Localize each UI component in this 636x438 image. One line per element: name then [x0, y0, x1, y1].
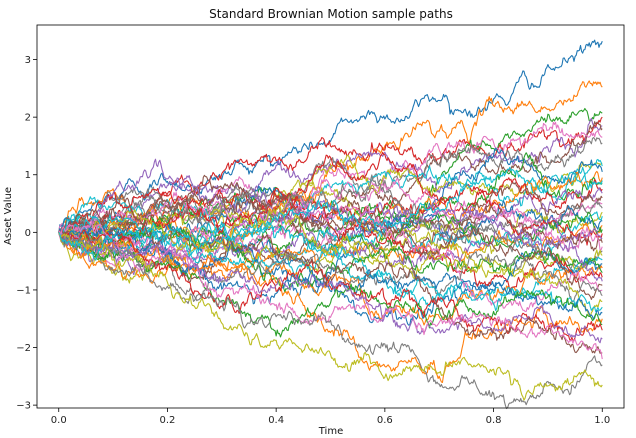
x-axis-label: Time — [318, 426, 343, 437]
y-tick-label: 0 — [25, 228, 31, 239]
series-line — [58, 187, 603, 292]
series-line — [58, 204, 603, 313]
series-line — [58, 178, 603, 253]
series-line — [58, 177, 603, 238]
y-tick-label: −3 — [16, 401, 31, 412]
series-line — [58, 225, 603, 321]
chart-title: Standard Brownian Motion sample paths — [209, 7, 453, 21]
plot-frame — [36, 24, 625, 409]
series-line — [58, 166, 603, 261]
series-line — [58, 181, 603, 254]
y-axis: −3 −2 −1 0 1 2 3 — [16, 55, 37, 412]
series-line — [58, 232, 603, 401]
series-line — [58, 39, 603, 233]
series-line — [58, 158, 603, 282]
y-axis-label: Asset Value — [3, 187, 14, 245]
y-tick-label: 3 — [25, 55, 31, 66]
series-line — [58, 206, 603, 317]
x-tick-label: 0.4 — [268, 415, 284, 426]
y-tick-label: 2 — [25, 113, 31, 124]
series-line — [58, 193, 603, 354]
y-tick-label: −1 — [16, 285, 31, 296]
series-line — [58, 232, 603, 410]
x-axis: 0.0 0.2 0.4 0.6 0.8 1.0 — [51, 408, 610, 426]
series-line — [58, 214, 603, 313]
x-tick-label: 0.2 — [159, 415, 175, 426]
series-line — [58, 204, 603, 273]
x-tick-label: 0.8 — [486, 415, 502, 426]
x-tick-label: 1.0 — [594, 415, 610, 426]
series-line — [58, 232, 603, 344]
series-line — [58, 192, 603, 300]
series-line — [58, 220, 603, 360]
series-line — [58, 231, 603, 338]
y-tick-label: −2 — [16, 343, 31, 354]
y-tick-label: 1 — [25, 170, 31, 181]
x-tick-label: 0.0 — [51, 415, 67, 426]
series-line — [58, 231, 603, 303]
series-group — [58, 39, 603, 410]
x-tick-label: 0.6 — [377, 415, 393, 426]
